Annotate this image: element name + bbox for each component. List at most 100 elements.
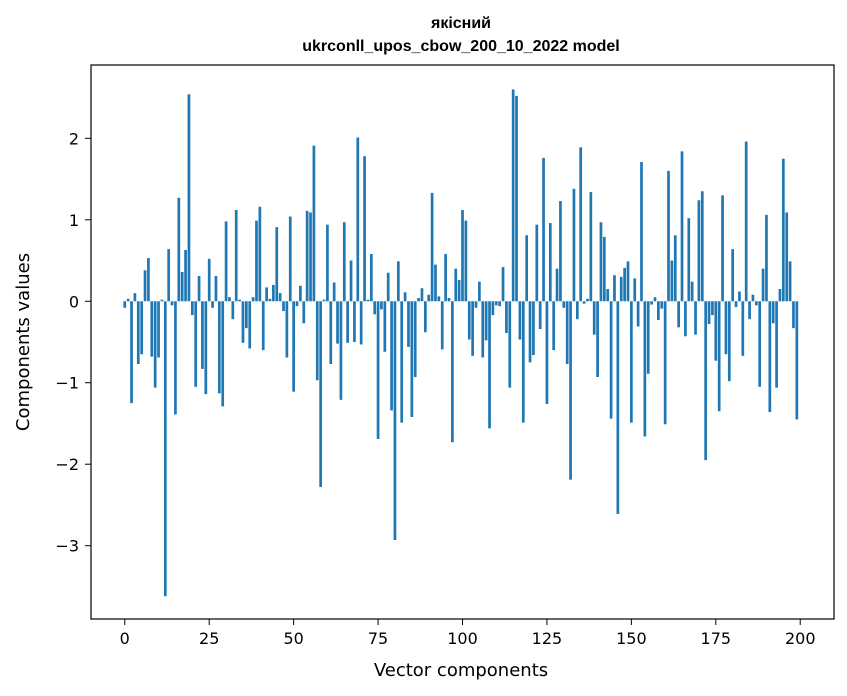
bar xyxy=(498,301,501,307)
bar xyxy=(684,301,687,337)
bar xyxy=(508,301,512,388)
bar xyxy=(268,298,272,302)
bar xyxy=(700,191,704,302)
bar xyxy=(309,212,312,302)
bar xyxy=(393,301,397,540)
bar xyxy=(765,214,768,302)
y-tick-label: 1 xyxy=(69,211,79,230)
ticks-group: 0 25 50 75 100 125 150 175 200 −3 −2 −1 0 1 2 xyxy=(55,129,815,648)
bar xyxy=(211,301,214,308)
bar xyxy=(214,276,218,302)
bar xyxy=(424,301,427,333)
bar xyxy=(403,292,407,302)
bar xyxy=(265,287,268,302)
bar xyxy=(785,212,789,302)
bar xyxy=(153,301,157,388)
bar xyxy=(579,147,583,302)
bar xyxy=(680,151,684,302)
bar xyxy=(228,297,231,302)
bar xyxy=(167,249,171,302)
bar xyxy=(535,224,539,302)
bar xyxy=(657,301,660,320)
bar xyxy=(690,281,694,302)
bar xyxy=(275,227,279,302)
bar xyxy=(342,222,346,302)
bar xyxy=(609,301,613,419)
bar xyxy=(413,301,417,378)
bar xyxy=(217,301,221,394)
bar xyxy=(589,192,593,302)
bar xyxy=(440,301,444,350)
bar xyxy=(646,301,650,374)
bar xyxy=(619,276,623,302)
bar xyxy=(373,301,377,315)
y-tick-label: 0 xyxy=(69,292,79,311)
bar xyxy=(515,95,518,302)
bar xyxy=(163,301,167,597)
bar xyxy=(130,301,133,404)
bar xyxy=(346,301,350,343)
bar xyxy=(329,301,333,364)
bar xyxy=(731,249,735,302)
chart-subtitle: ukrconll_upos_cbow_200_10_2022 model xyxy=(302,38,619,55)
y-tick-label: −2 xyxy=(55,455,79,474)
bar xyxy=(305,210,309,302)
bar xyxy=(332,282,336,302)
bar xyxy=(771,301,775,324)
bar xyxy=(518,301,522,340)
bar xyxy=(795,301,799,420)
y-axis-label: Components values xyxy=(13,253,34,431)
bar xyxy=(369,254,373,302)
bar xyxy=(464,220,468,302)
bar xyxy=(636,301,640,327)
bar xyxy=(744,141,748,302)
x-tick-label: 125 xyxy=(532,629,563,648)
bar xyxy=(434,264,437,302)
bar xyxy=(427,294,431,302)
bar xyxy=(461,210,464,302)
bar xyxy=(410,301,414,417)
bar xyxy=(670,260,674,302)
bar xyxy=(147,258,150,302)
bar xyxy=(187,94,191,302)
bar xyxy=(143,270,147,302)
bar xyxy=(704,301,708,461)
bar xyxy=(559,201,562,302)
bar xyxy=(511,89,515,302)
bar xyxy=(177,197,181,302)
bar xyxy=(430,192,434,302)
bar xyxy=(234,210,238,302)
bar xyxy=(251,297,255,302)
bar xyxy=(170,301,174,306)
bar xyxy=(315,301,319,381)
bar xyxy=(447,298,451,302)
bar xyxy=(366,299,370,302)
bar xyxy=(501,267,505,302)
bar xyxy=(136,301,140,364)
bar xyxy=(471,301,474,356)
bar xyxy=(454,268,458,302)
bar xyxy=(788,261,792,302)
bars-group xyxy=(123,89,799,597)
bar xyxy=(748,301,751,320)
bar xyxy=(238,299,241,302)
bar xyxy=(380,301,383,310)
bar xyxy=(630,301,633,423)
bar xyxy=(596,301,599,378)
bar xyxy=(613,275,616,302)
bar xyxy=(697,200,701,302)
bar xyxy=(312,145,316,302)
bar xyxy=(758,301,762,387)
bar xyxy=(467,301,471,340)
bar xyxy=(407,301,410,347)
bar xyxy=(383,301,387,352)
bar xyxy=(390,301,393,411)
bar xyxy=(292,301,295,392)
bar xyxy=(569,301,572,480)
bar xyxy=(633,278,637,302)
bar xyxy=(673,235,677,302)
bar xyxy=(180,271,184,302)
bar xyxy=(207,258,211,302)
bar xyxy=(278,293,282,302)
